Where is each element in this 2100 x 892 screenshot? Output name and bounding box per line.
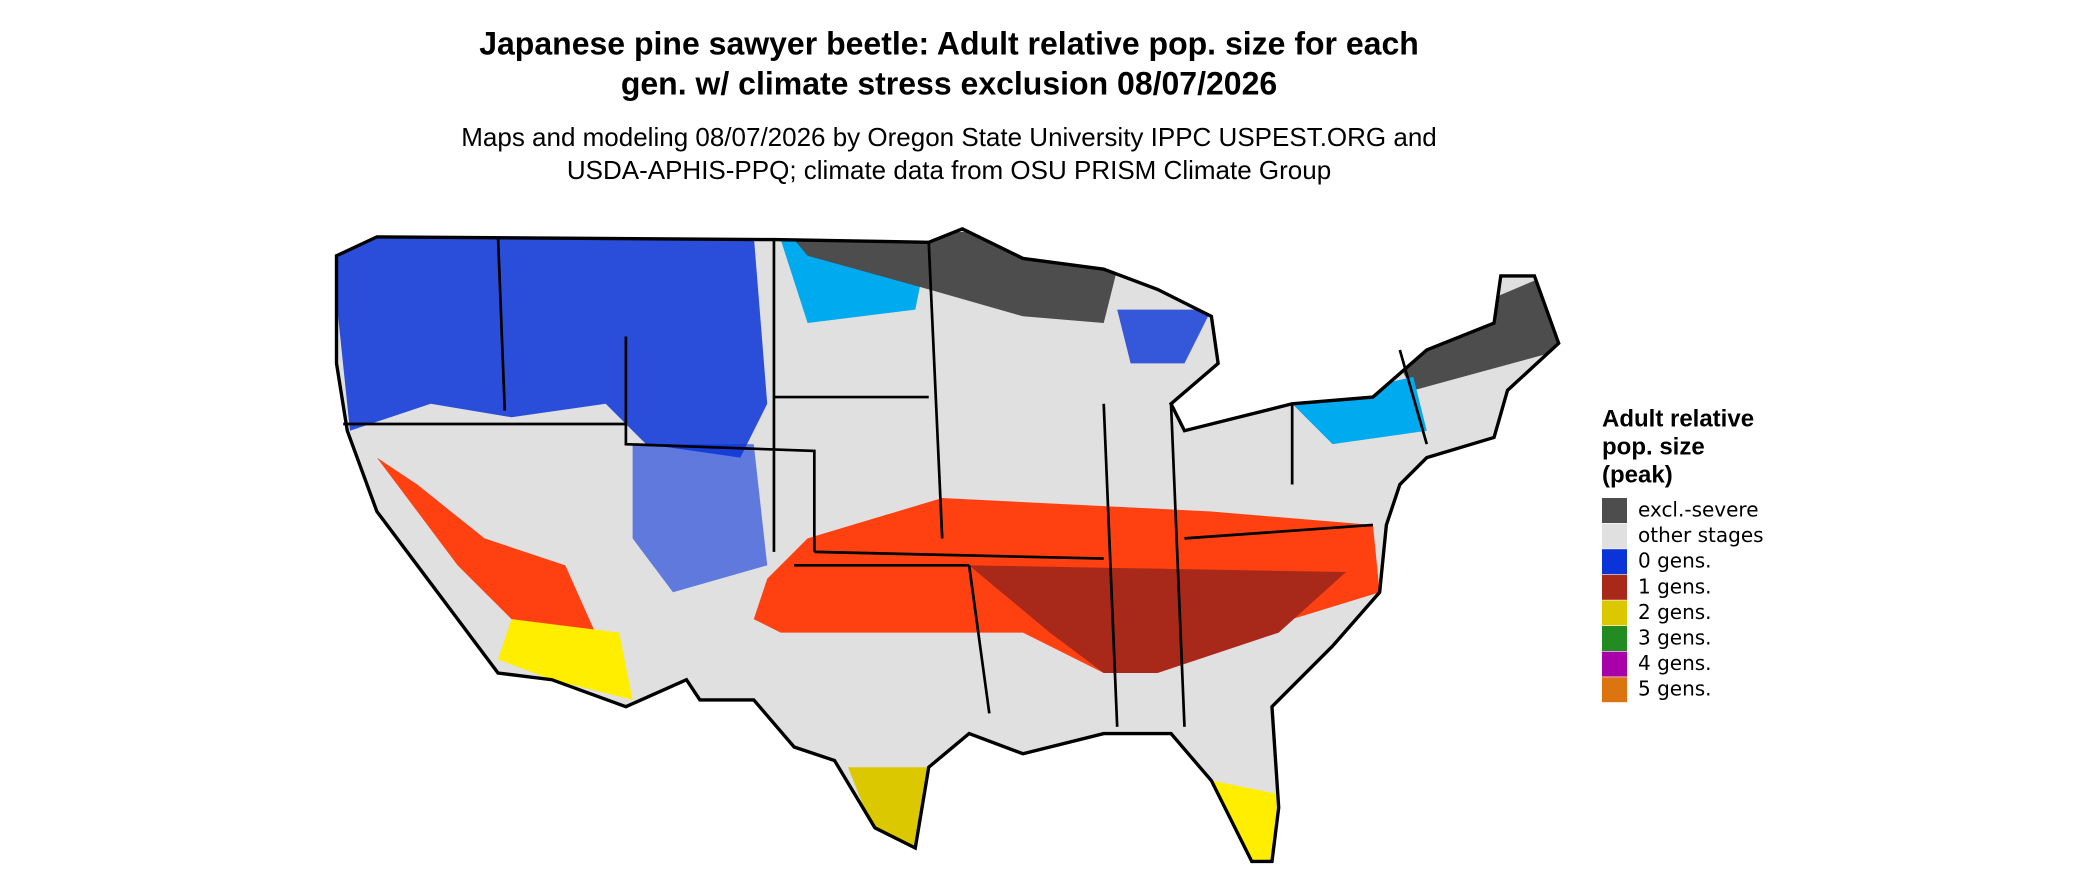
legend-label: other stages (1638, 523, 1764, 547)
legend-swatch (1602, 498, 1627, 523)
legend-title: Adult relative (1602, 405, 1754, 432)
legend-swatch (1602, 651, 1627, 677)
legend-swatch (1602, 549, 1627, 575)
legend-label: 2 gens. (1638, 600, 1712, 624)
legend-swatch (1602, 523, 1627, 549)
legend-label: 4 gens. (1638, 651, 1712, 675)
us-map (334, 227, 1561, 864)
title: Japanese pine sawyer beetle: Adult relat… (479, 25, 1419, 61)
legend-title: pop. size (1602, 433, 1705, 460)
legend-label: 5 gens. (1638, 677, 1712, 701)
legend-swatch (1602, 626, 1627, 651)
legend-swatch (1602, 677, 1627, 703)
legend-swatch (1602, 600, 1627, 626)
map-fill (336, 231, 1559, 862)
legend-swatch (1602, 574, 1627, 600)
legend-label: 3 gens. (1638, 626, 1712, 650)
legend-title: (peak) (1602, 461, 1673, 488)
legend-label: 1 gens. (1638, 574, 1712, 598)
legend-label: 0 gens. (1638, 549, 1712, 573)
legend-label: excl.-severe (1638, 498, 1759, 522)
state-borders (343, 236, 1429, 727)
title: gen. w/ climate stress exclusion 08/07/2… (621, 65, 1277, 101)
subtitle: USDA-APHIS-PPQ; climate data from OSU PR… (567, 155, 1331, 185)
subtitle: Maps and modeling 08/07/2026 by Oregon S… (461, 122, 1437, 152)
